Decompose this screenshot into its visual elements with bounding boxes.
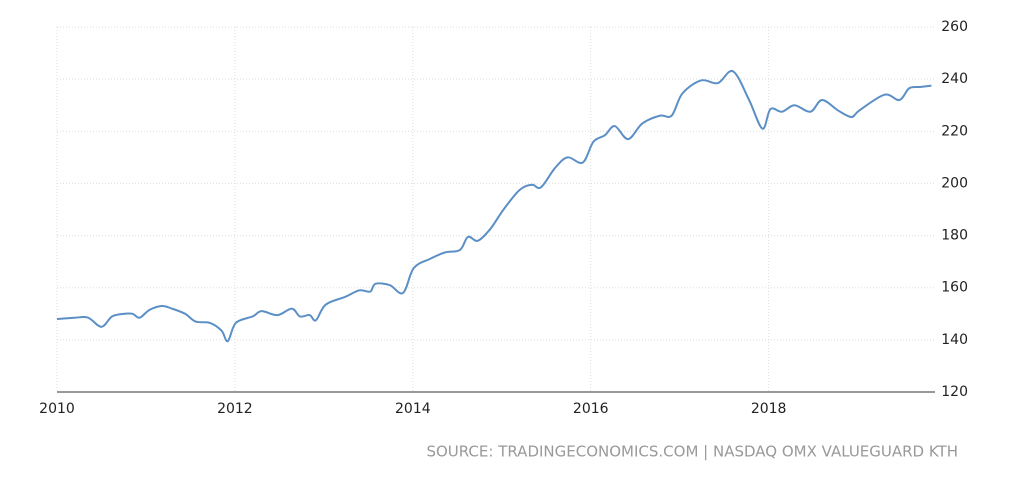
y-tick-label: 260 — [941, 19, 968, 35]
x-tick-label: 2014 — [395, 401, 431, 417]
y-tick-label: 200 — [941, 175, 968, 191]
source-note: SOURCE: TRADINGECONOMICS.COM | NASDAQ OM… — [426, 443, 958, 461]
x-tick-label: 2018 — [751, 401, 787, 417]
y-tick-label: 220 — [941, 123, 968, 139]
x-tick-label: 2016 — [573, 401, 609, 417]
y-tick-label: 180 — [941, 228, 968, 244]
y-tick-label: 120 — [941, 384, 968, 400]
x-tick-label: 2010 — [39, 401, 75, 417]
y-tick-label: 240 — [941, 71, 968, 87]
y-tick-label: 160 — [941, 280, 968, 296]
y-tick-label: 140 — [941, 332, 968, 348]
line-series — [56, 69, 932, 343]
x-tick-label: 2012 — [217, 401, 253, 417]
